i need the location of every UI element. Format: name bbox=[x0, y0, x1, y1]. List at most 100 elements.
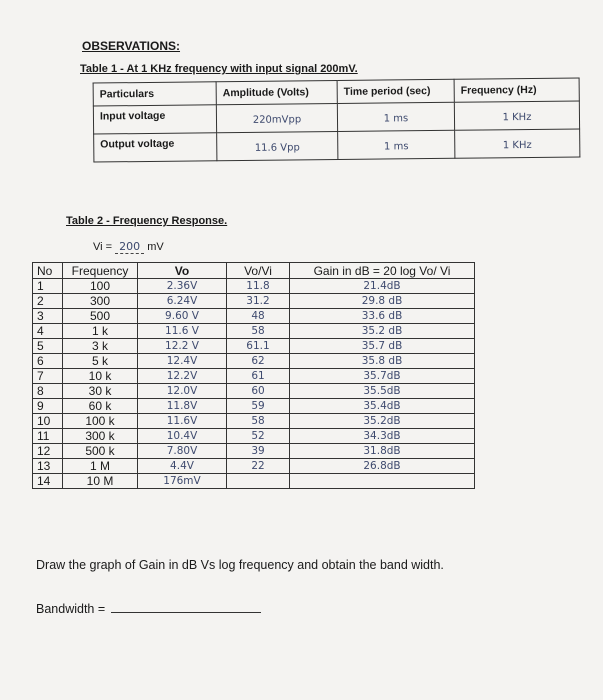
table-row: 7 10 k 12.2V 61 35.7dB bbox=[32, 368, 475, 384]
row-frequency: 10 M bbox=[62, 473, 138, 489]
row-number: 10 bbox=[32, 413, 63, 429]
row-vo: 9.60 V bbox=[137, 308, 227, 324]
table2-header-row: No Frequency Vo Vo/Vi Gain in dB = 20 lo… bbox=[32, 262, 475, 279]
row-gain: 35.2 dB bbox=[289, 323, 475, 339]
row-number: 13 bbox=[32, 458, 63, 474]
row-gain bbox=[289, 473, 475, 489]
table2: No Frequency Vo Vo/Vi Gain in dB = 20 lo… bbox=[32, 262, 475, 489]
header-vo: Vo bbox=[137, 262, 227, 279]
bandwidth-label: Bandwidth = bbox=[36, 602, 106, 616]
table1: Particulars Amplitude (Volts) Time perio… bbox=[93, 77, 581, 163]
row-vo: 12.2 V bbox=[137, 338, 227, 354]
bandwidth-line: Bandwidth = bbox=[36, 600, 262, 616]
row-frequency: 1 k bbox=[62, 323, 138, 339]
row-ratio: 58 bbox=[226, 323, 290, 339]
row-ratio: 39 bbox=[226, 443, 290, 459]
bandwidth-blank bbox=[111, 600, 262, 613]
row-frequency: 500 bbox=[62, 308, 138, 324]
row-vo: 12.0V bbox=[137, 383, 227, 399]
header-gain: Gain in dB = 20 log Vo/ Vi bbox=[289, 262, 475, 279]
row-vo: 10.4V bbox=[137, 428, 227, 444]
table-row: 8 30 k 12.0V 60 35.5dB bbox=[32, 383, 475, 399]
table-row: 2 300 6.24V 31.2 29.8 dB bbox=[32, 293, 475, 309]
row-ratio: 22 bbox=[226, 458, 290, 474]
table1-header-amplitude: Amplitude (Volts) bbox=[216, 80, 338, 105]
row-number: 14 bbox=[32, 473, 63, 489]
row-frequency: 500 k bbox=[62, 443, 138, 459]
row-gain: 35.2dB bbox=[289, 413, 475, 429]
table1-header-particulars: Particulars bbox=[93, 81, 217, 107]
row-number: 2 bbox=[32, 293, 63, 309]
table1-title: Table 1 - At 1 KHz frequency with input … bbox=[80, 63, 358, 75]
table-row: 9 60 k 11.8V 59 35.4dB bbox=[32, 398, 475, 414]
row-gain: 35.4dB bbox=[289, 398, 475, 414]
table-row: 3 500 9.60 V 48 33.6 dB bbox=[32, 308, 475, 324]
row-number: 5 bbox=[32, 338, 63, 354]
row-gain: 35.7 dB bbox=[289, 338, 475, 354]
row-number: 8 bbox=[32, 383, 63, 399]
cell-frequency: 1 KHz bbox=[454, 100, 580, 131]
row-frequency: 10 k bbox=[62, 368, 138, 384]
row-frequency: 30 k bbox=[62, 383, 138, 399]
row-ratio: 11.8 bbox=[226, 278, 290, 294]
cell-amplitude: 11.6 Vpp bbox=[216, 131, 338, 161]
cell-frequency: 1 KHz bbox=[454, 128, 580, 159]
vi-prefix: Vi = bbox=[93, 241, 113, 253]
row-frequency: 60 k bbox=[62, 398, 138, 414]
row-vo: 7.80V bbox=[137, 443, 227, 459]
row-ratio: 61.1 bbox=[226, 338, 290, 354]
row-number: 3 bbox=[32, 308, 63, 324]
table-row: 14 10 M 176mV bbox=[32, 473, 475, 489]
table-row: 10 100 k 11.6V 58 35.2dB bbox=[32, 413, 475, 429]
table1-header-period: Time period (sec) bbox=[337, 79, 455, 104]
row-frequency: 300 bbox=[62, 293, 138, 309]
row-gain: 29.8 dB bbox=[289, 293, 475, 309]
row-ratio: 60 bbox=[226, 383, 290, 399]
row-number: 7 bbox=[32, 368, 63, 384]
row-vo: 4.4V bbox=[137, 458, 227, 474]
row-frequency: 5 k bbox=[62, 353, 138, 369]
handwritten-value: 11.6 Vpp bbox=[254, 142, 300, 154]
row-vo: 11.6 V bbox=[137, 323, 227, 339]
table-row: Output voltage 11.6 Vpp 1 ms 1 KHz bbox=[93, 128, 580, 163]
row-frequency: 100 bbox=[62, 278, 138, 294]
row-frequency: 300 k bbox=[62, 428, 138, 444]
row-gain: 33.6 dB bbox=[289, 308, 475, 324]
vi-line: Vi = 200 mV bbox=[93, 240, 164, 254]
vi-unit: mV bbox=[147, 241, 164, 253]
row-ratio: 58 bbox=[226, 413, 290, 429]
table-row: 11 300 k 10.4V 52 34.3dB bbox=[32, 428, 475, 444]
row-ratio: 62 bbox=[226, 353, 290, 369]
row-vo: 6.24V bbox=[137, 293, 227, 309]
header-ratio: Vo/Vi bbox=[226, 262, 290, 279]
row-vo: 176mV bbox=[137, 473, 227, 489]
row-label: Input voltage bbox=[93, 104, 217, 135]
row-gain: 31.8dB bbox=[289, 443, 475, 459]
row-number: 9 bbox=[32, 398, 63, 414]
handwritten-value: 220mVpp bbox=[252, 114, 302, 126]
table-row: 12 500 k 7.80V 39 31.8dB bbox=[32, 443, 475, 459]
row-label: Output voltage bbox=[93, 132, 217, 163]
row-gain: 35.7dB bbox=[289, 368, 475, 384]
cell-period: 1 ms bbox=[337, 102, 455, 132]
row-number: 12 bbox=[32, 443, 63, 459]
row-number: 4 bbox=[32, 323, 63, 339]
row-gain: 35.5dB bbox=[289, 383, 475, 399]
row-ratio bbox=[226, 473, 290, 489]
observations-heading: OBSERVATIONS: bbox=[82, 39, 181, 53]
row-vo: 12.2V bbox=[137, 368, 227, 384]
cell-period: 1 ms bbox=[337, 130, 455, 160]
table1-header-frequency: Frequency (Hz) bbox=[454, 77, 580, 103]
row-frequency: 3 k bbox=[62, 338, 138, 354]
cell-amplitude: 220mVpp bbox=[216, 103, 338, 133]
handwritten-value: 1 ms bbox=[383, 141, 409, 153]
row-ratio: 31.2 bbox=[226, 293, 290, 309]
handwritten-value: 1 KHz bbox=[502, 111, 532, 124]
row-frequency: 1 M bbox=[62, 458, 138, 474]
row-vo: 11.8V bbox=[137, 398, 227, 414]
table-row: 13 1 M 4.4V 22 26.8dB bbox=[32, 458, 475, 474]
row-frequency: 100 k bbox=[62, 413, 138, 429]
